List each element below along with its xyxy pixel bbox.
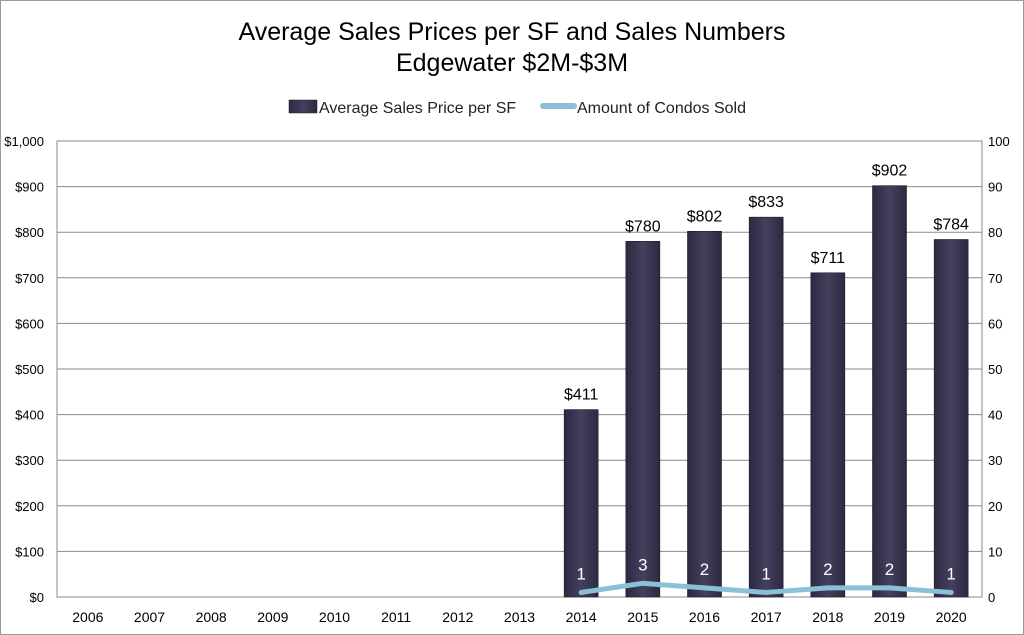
- bar-data-label: $780: [625, 218, 661, 235]
- y-left-tick-label: $0: [30, 590, 44, 605]
- y-left-tick-label: $700: [15, 271, 44, 286]
- y-left-tick-label: $500: [15, 362, 44, 377]
- x-tick-label: 2016: [689, 609, 720, 625]
- x-tick-label: 2019: [874, 609, 905, 625]
- bar-data-label: $711: [811, 250, 846, 267]
- bar-data-label: $411: [564, 387, 599, 404]
- y-right-tick-label: 20: [988, 499, 1002, 514]
- x-tick-label: 2009: [257, 609, 288, 625]
- x-tick-label: 2018: [812, 609, 843, 625]
- chart-title: Average Sales Prices per SF and Sales Nu…: [238, 18, 785, 46]
- x-tick-label: 2008: [196, 609, 227, 625]
- bar-data-label: $833: [748, 194, 784, 211]
- x-tick-label: 2015: [627, 609, 658, 625]
- y-left-tick-label: $400: [15, 408, 44, 423]
- x-tick-label: 2013: [504, 609, 535, 625]
- y-left-tick-label: $800: [15, 225, 44, 240]
- y-left-tick-label: $600: [15, 316, 44, 331]
- x-tick-label: 2010: [319, 609, 350, 625]
- y-right-tick-label: 60: [988, 316, 1002, 331]
- y-right-tick-label: 80: [988, 225, 1002, 240]
- y-right-tick-label: 100: [988, 134, 1010, 149]
- x-tick-label: 2017: [751, 609, 782, 625]
- line-data-label: 3: [638, 555, 647, 574]
- x-tick-label: 2014: [566, 609, 597, 625]
- bar: [563, 409, 599, 598]
- plot-area: $0 $100 $200 $300 $400 $500 $600 $700 $800 $900 $1…: [4, 134, 1009, 625]
- legend-swatch-bar: [288, 99, 318, 114]
- y-left-tick-label: $300: [15, 453, 44, 468]
- y-left-tick-label: $200: [15, 499, 44, 514]
- line-data-label: 1: [946, 564, 955, 583]
- y-left-tick-label: $100: [15, 544, 44, 559]
- line-series: [578, 580, 954, 595]
- y-right-tick-label: 50: [988, 362, 1002, 377]
- x-tick-label: 2007: [134, 609, 165, 625]
- bar: [748, 216, 784, 598]
- bar-data-label: $802: [687, 208, 723, 225]
- x-tick-label: 2012: [442, 609, 473, 625]
- line-data-label: 2: [700, 560, 709, 579]
- line-data-label: 2: [823, 560, 832, 579]
- line-data-label: 1: [761, 564, 770, 583]
- legend-label-bar: Average Sales Price per SF: [319, 100, 516, 117]
- y-left-tick-label: $1,000: [4, 134, 44, 149]
- y-right-tick-label: 40: [988, 408, 1002, 423]
- line-data-label: 2: [885, 560, 894, 579]
- bar: [872, 185, 907, 598]
- bar: [625, 241, 661, 598]
- y-left-tick-label: $900: [15, 180, 44, 195]
- y-right-tick-label: 30: [988, 453, 1002, 468]
- bar-data-label: $902: [872, 163, 908, 180]
- y-right-tick-label: 10: [988, 544, 1002, 559]
- legend: Average Sales Price per SF Amount of Con…: [288, 99, 746, 117]
- x-tick-label: 2006: [72, 609, 103, 625]
- bar: [687, 230, 722, 598]
- chart-subtitle: Edgewater $2M-$3M: [396, 49, 628, 77]
- y-right-tick-label: 0: [988, 590, 995, 605]
- bar-data-label: $784: [933, 216, 969, 233]
- x-tick-label: 2020: [936, 609, 967, 625]
- bar: [933, 239, 969, 598]
- x-tick-label: 2011: [381, 609, 411, 625]
- y-right-tick-label: 90: [988, 180, 1002, 195]
- y-right-tick-label: 70: [988, 271, 1002, 286]
- bar: [810, 272, 846, 598]
- line-data-label: 1: [576, 564, 585, 583]
- legend-label-line: Amount of Condos Sold: [577, 100, 746, 117]
